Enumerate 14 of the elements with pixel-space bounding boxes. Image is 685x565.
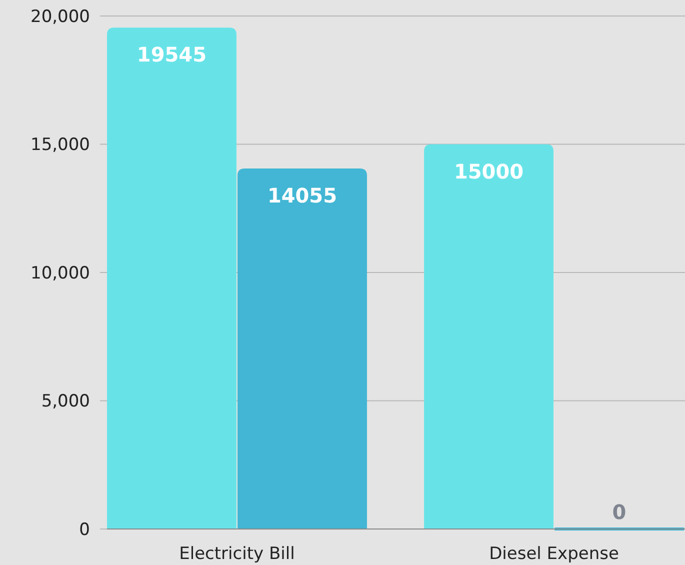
x-tick-label: Diesel Expense — [489, 544, 619, 564]
bar — [107, 28, 236, 529]
bar — [238, 168, 367, 529]
y-tick-label: 20,000 — [30, 6, 90, 27]
y-tick-label: 10,000 — [30, 263, 90, 284]
data-label: 19545 — [136, 42, 207, 67]
data-label: 15000 — [454, 159, 524, 184]
x-tick-label: Electricity Bill — [179, 544, 295, 564]
y-tick-label: 15,000 — [30, 135, 90, 156]
data-label: 0 — [612, 500, 626, 524]
y-tick-label: 5,000 — [41, 392, 90, 412]
data-label: 14055 — [267, 183, 338, 208]
y-tick-label: 0 — [79, 520, 90, 540]
bar — [424, 144, 554, 529]
